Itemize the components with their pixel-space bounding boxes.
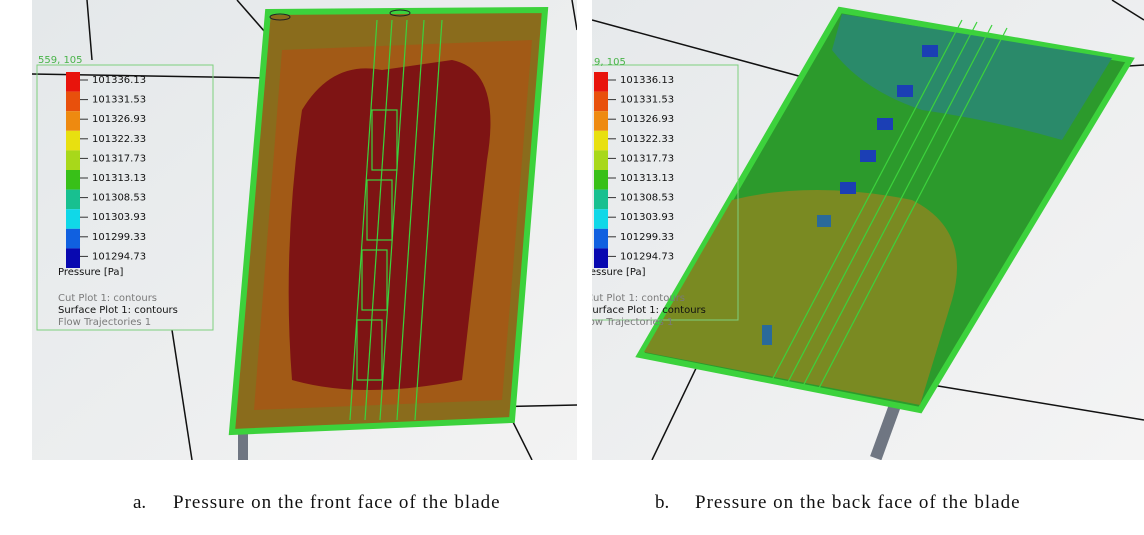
legend-value: 101303.93 (620, 212, 674, 223)
legend-value: 101336.13 (620, 75, 674, 86)
color-swatch (594, 111, 608, 131)
color-swatch (66, 92, 80, 112)
caption-text: Pressure on the back face of the blade (695, 493, 1021, 512)
legend-value: 101313.13 (92, 173, 146, 184)
color-swatch (66, 111, 80, 131)
legend-value: 101299.33 (620, 232, 674, 243)
legend-item: Surface Plot 1: contours (592, 305, 706, 316)
legend-value: 101336.13 (92, 75, 146, 86)
caption-text: Pressure on the front face of the blade (173, 493, 501, 512)
panel-front: 559, 105 101336.13 101331.53 101326.93 10132… (32, 0, 577, 460)
legend-value: 101331.53 (92, 95, 146, 106)
panel-back: 9, 105 101336.13 101331.53 101326.93 101322.… (592, 0, 1144, 460)
color-swatch (66, 170, 80, 190)
color-swatch (594, 248, 608, 268)
legend-title: ressure [Pa] (592, 267, 646, 278)
legend-item: Flow Trajectories 1 (58, 317, 151, 328)
color-swatch (66, 150, 80, 170)
legend-value: 101331.53 (620, 95, 674, 106)
color-swatch (66, 131, 80, 151)
caption-marker: a. (133, 493, 173, 512)
shape (817, 215, 831, 227)
caption: a. Pressure on the front face of the bla… (133, 493, 573, 512)
legend-value: 101308.53 (92, 193, 146, 204)
legend-value: 101326.93 (620, 114, 674, 125)
legend-item: low Trajectories 1 (592, 317, 673, 328)
shape (860, 150, 876, 162)
color-swatch (594, 229, 608, 249)
color-swatch (594, 209, 608, 229)
color-swatch (594, 72, 608, 92)
legend-value: 101294.73 (92, 251, 146, 262)
legend-title: Pressure [Pa] (58, 267, 123, 278)
legend-value: 101317.73 (92, 153, 146, 164)
caption-marker: b. (655, 493, 695, 512)
shape (762, 325, 772, 345)
shape (840, 182, 856, 194)
legend-item: Surface Plot 1: contours (58, 305, 178, 316)
legend-value: 101326.93 (92, 114, 146, 125)
legend-item: Cut Plot 1: contours (58, 293, 157, 304)
color-swatch (66, 248, 80, 268)
color-swatch (66, 229, 80, 249)
color-swatch (594, 92, 608, 112)
legend-value: 101322.33 (92, 134, 146, 145)
legend-value: 101299.33 (92, 232, 146, 243)
shape (238, 432, 248, 460)
coordinate-label: 559, 105 (38, 55, 83, 66)
color-swatch (594, 170, 608, 190)
color-swatch (594, 150, 608, 170)
legend-value: 101313.13 (620, 173, 674, 184)
legend-value: 101303.93 (92, 212, 146, 223)
shape (897, 85, 913, 97)
color-swatch (66, 72, 80, 92)
color-swatch (594, 190, 608, 210)
legend-item: Cut Plot 1: contours (592, 293, 685, 304)
caption: b. Pressure on the back face of the blad… (655, 493, 1130, 512)
legend-value: 101322.33 (620, 134, 674, 145)
legend-value: 101308.53 (620, 193, 674, 204)
coordinate-label: 9, 105 (594, 57, 626, 68)
page: 559, 105 101336.13 101331.53 101326.93 10132… (0, 0, 1144, 535)
legend-value: 101317.73 (620, 153, 674, 164)
color-swatch (66, 209, 80, 229)
shape (922, 45, 938, 57)
legend-value: 101294.73 (620, 251, 674, 262)
color-swatch (66, 190, 80, 210)
color-swatch (594, 131, 608, 151)
shape (877, 118, 893, 130)
